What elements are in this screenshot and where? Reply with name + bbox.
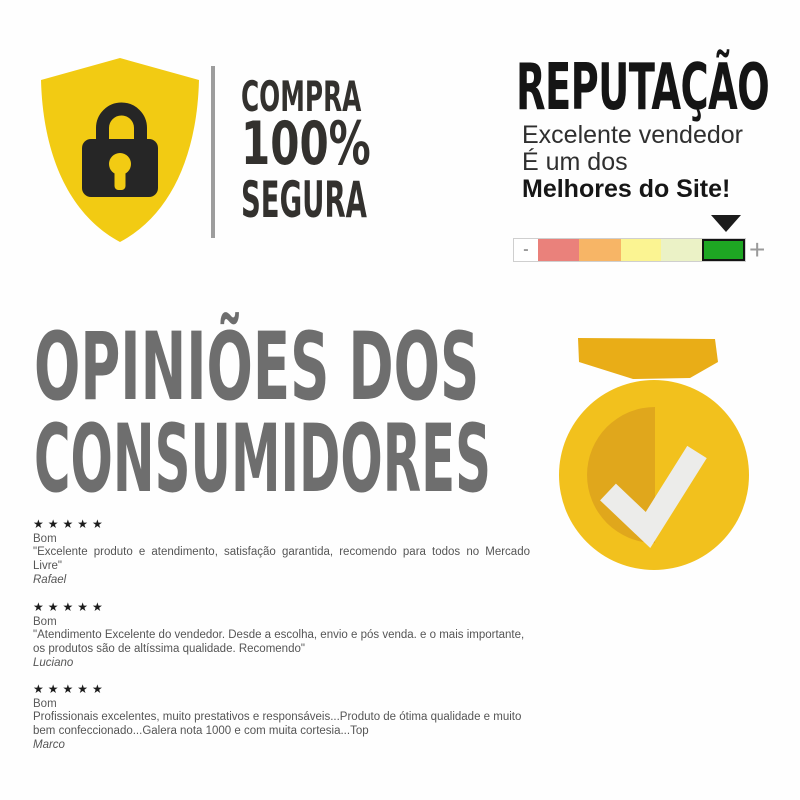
scale-segment-red	[537, 239, 580, 261]
scale-segment-orange	[579, 239, 622, 261]
review-author: Rafael	[33, 574, 67, 587]
reputation-subtitle-line1: Excelente vendedor	[522, 121, 743, 149]
medal-ribbon	[578, 338, 718, 379]
star-rating-icon: ★★★★★	[33, 600, 107, 614]
scale-segment-yellow	[621, 239, 661, 261]
lock-shackle	[96, 102, 147, 146]
scale-segment-lightgreen	[660, 239, 703, 261]
reputation-subtitle: Excelente vendedor É um dos Melhores do …	[522, 122, 743, 203]
reputation-title: REPUTAÇÃO	[516, 51, 770, 125]
medal-check-icon	[559, 338, 749, 570]
secure-badge-title-line3: SEGURA	[241, 171, 367, 229]
star-rating-icon: ★★★★★	[33, 682, 107, 696]
reputation-pointer-icon	[711, 215, 741, 232]
reputation-scale-bar: -	[513, 238, 746, 262]
opinions-title-line2: CONSUMIDORES	[34, 405, 492, 514]
shield-lock-icon	[41, 58, 199, 242]
scale-plus-label: +	[749, 234, 766, 265]
review-text: "Excelente produto e atendimento, satisf…	[33, 546, 530, 572]
scale-segment-green-selected	[702, 239, 746, 261]
check-icon	[600, 445, 707, 549]
keyhole	[109, 153, 131, 175]
review-author: Marco	[33, 739, 65, 752]
star-rating-icon: ★★★★★	[33, 517, 107, 531]
review-item: ★★★★★ Bom "Atendimento Excelente do vend…	[33, 600, 530, 670]
review-rating-label: Bom	[33, 698, 57, 710]
secure-badge-title-line2: 100%	[241, 109, 371, 179]
reputation-subtitle-line3: Melhores do Site!	[522, 175, 731, 203]
review-rating-label: Bom	[33, 533, 57, 545]
opinions-title-line1: OPINIÕES DOS	[34, 313, 480, 422]
review-text: Profissionais excelentes, muito prestati…	[33, 711, 522, 737]
reputation-subtitle-line2: É um dos	[522, 148, 628, 176]
secure-badge-title-line1: COMPRA	[241, 72, 362, 121]
review-rating-label: Bom	[33, 616, 57, 628]
review-text: "Atendimento Excelente do vendedor. Desd…	[33, 629, 525, 655]
vertical-divider	[211, 66, 215, 238]
review-author: Luciano	[33, 657, 74, 670]
review-item: ★★★★★ Bom Profissionais excelentes, muit…	[33, 682, 530, 752]
review-item: ★★★★★ Bom "Excelente produto e atendimen…	[33, 517, 530, 587]
scale-minus-segment: -	[514, 239, 538, 261]
